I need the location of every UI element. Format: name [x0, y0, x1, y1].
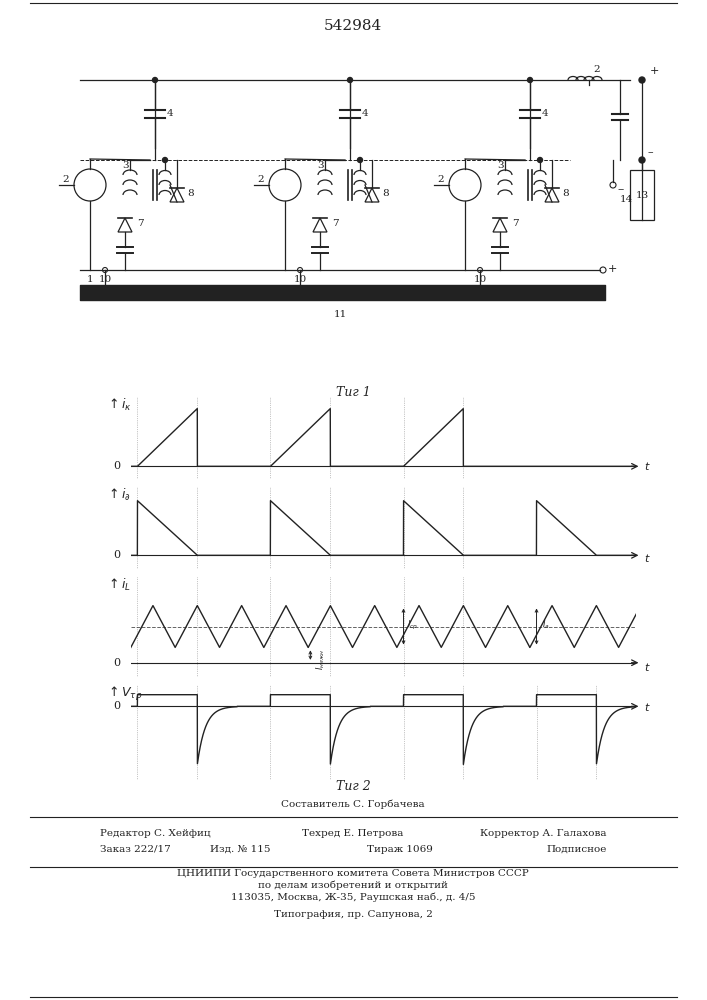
FancyBboxPatch shape: [630, 170, 654, 220]
Text: $t$: $t$: [644, 661, 650, 673]
Text: $t$: $t$: [644, 701, 650, 713]
Text: 8: 8: [562, 188, 568, 198]
Text: 2: 2: [62, 176, 69, 184]
Text: 10: 10: [98, 275, 112, 284]
Circle shape: [537, 157, 542, 162]
Text: 4: 4: [362, 109, 368, 118]
Text: 4: 4: [167, 109, 174, 118]
Text: +: +: [650, 66, 660, 76]
Circle shape: [639, 157, 645, 163]
Text: 10: 10: [474, 275, 486, 284]
Text: 7: 7: [512, 219, 519, 228]
Text: $t$: $t$: [644, 552, 650, 564]
Text: 542984: 542984: [324, 19, 382, 33]
Text: –: –: [648, 147, 654, 157]
Text: 113035, Москва, Ж-35, Раушская наб., д. 4/5: 113035, Москва, Ж-35, Раушская наб., д. …: [230, 892, 475, 902]
Text: 13: 13: [636, 190, 648, 200]
Text: Подписное: Подписное: [547, 844, 607, 854]
Polygon shape: [493, 218, 507, 232]
Text: 14: 14: [620, 196, 633, 205]
Text: 4: 4: [542, 109, 549, 118]
Text: Изд. № 115: Изд. № 115: [210, 844, 270, 854]
Text: Типография, пр. Сапунова, 2: Типография, пр. Сапунова, 2: [274, 910, 433, 919]
Text: $\uparrow i_\kappa$: $\uparrow i_\kappa$: [105, 397, 132, 413]
Text: $I_{нижн}$: $I_{нижн}$: [315, 649, 327, 670]
Text: по делам изобретений и открытий: по делам изобретений и открытий: [258, 881, 448, 890]
Text: $\uparrow i_L$: $\uparrow i_L$: [105, 577, 131, 593]
Text: 7: 7: [332, 219, 339, 228]
Text: 2: 2: [593, 66, 600, 75]
Text: 0: 0: [113, 550, 120, 560]
Text: 8: 8: [382, 188, 389, 198]
Text: Заказ 222/17: Заказ 222/17: [100, 844, 171, 854]
Text: $\uparrow V_{\tau\rho}$: $\uparrow V_{\tau\rho}$: [105, 685, 142, 703]
Text: Корректор А. Галахова: Корректор А. Галахова: [481, 828, 607, 838]
Circle shape: [527, 78, 532, 83]
Text: Техред Е. Петрова: Техред Е. Петрова: [303, 828, 404, 838]
Polygon shape: [365, 188, 379, 202]
Text: Τиг 1: Τиг 1: [336, 386, 370, 399]
Text: 9: 9: [490, 286, 496, 295]
Text: $\uparrow i_\partial$: $\uparrow i_\partial$: [105, 487, 131, 503]
Text: 7: 7: [137, 219, 144, 228]
Text: 2: 2: [257, 176, 264, 184]
Text: Редактор С. Хейфиц: Редактор С. Хейфиц: [100, 828, 211, 838]
Text: 9: 9: [310, 286, 316, 295]
Text: 0: 0: [113, 701, 120, 711]
Text: $t$: $t$: [644, 460, 650, 472]
Circle shape: [639, 77, 645, 83]
Text: Составитель С. Горбачева: Составитель С. Горбачева: [281, 799, 425, 809]
Text: $I_a$: $I_a$: [542, 618, 549, 631]
Text: Тираж 1069: Тираж 1069: [367, 844, 433, 854]
Polygon shape: [313, 218, 327, 232]
Text: 3: 3: [497, 160, 503, 169]
Text: 8: 8: [332, 286, 339, 295]
Text: 11: 11: [334, 310, 346, 319]
Text: $I_{ср}$: $I_{ср}$: [407, 619, 419, 632]
Text: ЦНИИПИ Государственного комитета Совета Министров СССР: ЦНИИПИ Государственного комитета Совета …: [177, 869, 529, 878]
Text: 9: 9: [87, 286, 93, 295]
Polygon shape: [118, 218, 132, 232]
Text: 10: 10: [293, 275, 307, 284]
Text: 0: 0: [113, 658, 120, 668]
Text: 0: 0: [113, 461, 120, 471]
Text: 8: 8: [187, 188, 194, 198]
Text: 2: 2: [437, 176, 443, 184]
Text: Τиг 2: Τиг 2: [336, 780, 370, 794]
Circle shape: [358, 157, 363, 162]
Text: –: –: [617, 184, 624, 196]
Text: +: +: [608, 264, 617, 274]
Circle shape: [348, 78, 353, 83]
Text: 3: 3: [317, 160, 324, 169]
Circle shape: [153, 78, 158, 83]
Text: 8: 8: [512, 286, 518, 295]
Polygon shape: [170, 188, 184, 202]
Circle shape: [163, 157, 168, 162]
Text: 1: 1: [87, 275, 93, 284]
Polygon shape: [545, 188, 559, 202]
Text: 3: 3: [122, 160, 129, 169]
